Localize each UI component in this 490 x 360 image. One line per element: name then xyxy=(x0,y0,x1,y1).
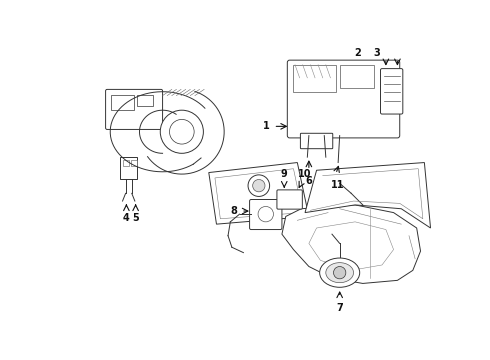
Circle shape xyxy=(248,175,270,197)
Text: 10: 10 xyxy=(298,170,312,180)
FancyBboxPatch shape xyxy=(106,89,163,130)
Polygon shape xyxy=(209,163,309,224)
Polygon shape xyxy=(305,163,431,228)
FancyBboxPatch shape xyxy=(277,190,302,209)
Text: 3: 3 xyxy=(373,48,380,58)
Bar xyxy=(111,95,134,110)
FancyBboxPatch shape xyxy=(287,60,400,138)
FancyBboxPatch shape xyxy=(300,133,333,149)
Text: 9: 9 xyxy=(281,170,288,180)
Circle shape xyxy=(170,120,194,144)
Circle shape xyxy=(253,180,265,192)
Text: 8: 8 xyxy=(231,206,238,216)
Circle shape xyxy=(334,266,346,279)
Text: 6: 6 xyxy=(305,176,312,186)
Circle shape xyxy=(160,110,203,153)
Bar xyxy=(122,160,129,166)
Text: 5: 5 xyxy=(132,213,139,222)
Bar xyxy=(137,95,152,106)
Circle shape xyxy=(258,206,273,222)
FancyBboxPatch shape xyxy=(249,199,282,230)
FancyBboxPatch shape xyxy=(381,69,403,114)
Ellipse shape xyxy=(319,258,360,287)
Text: 4: 4 xyxy=(123,213,130,222)
Text: 2: 2 xyxy=(354,48,361,58)
Bar xyxy=(131,160,137,166)
Polygon shape xyxy=(282,205,420,283)
Text: 1: 1 xyxy=(263,121,270,131)
Bar xyxy=(340,65,374,88)
Bar xyxy=(294,65,336,92)
Ellipse shape xyxy=(326,263,354,283)
Bar xyxy=(120,157,137,179)
Text: 7: 7 xyxy=(336,303,343,314)
Text: 11: 11 xyxy=(331,180,345,190)
